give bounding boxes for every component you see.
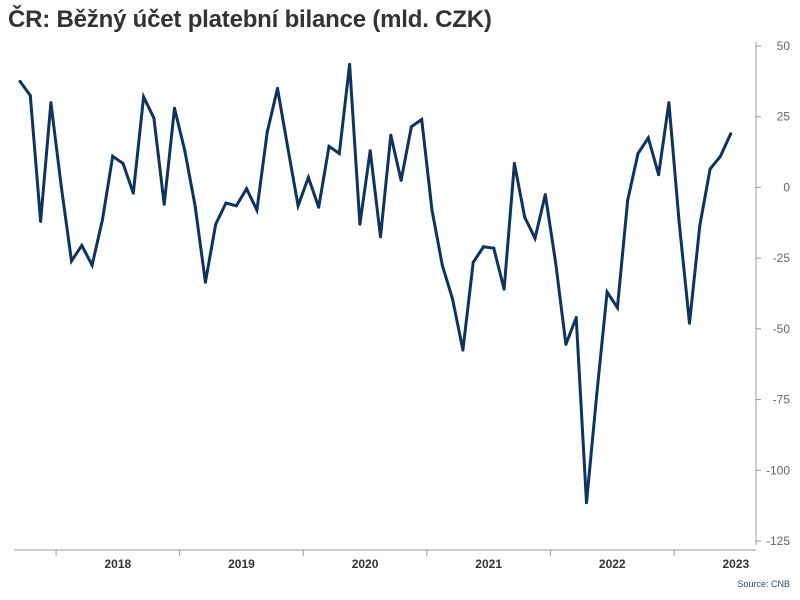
data-point [296,204,300,208]
data-point [152,116,156,120]
data-point [18,79,22,83]
data-point [451,297,455,301]
data-point [564,342,568,346]
data-point [39,219,43,223]
x-tick-label: 2021 [475,557,502,571]
x-axis: 2018 2019 2020 2021 2022 2023 [14,549,756,571]
data-point [585,501,588,505]
data-point [90,263,94,267]
data-point [554,260,558,264]
y-axis: 50 25 0 -25 -50 -75 -100 -125 [755,39,791,548]
data-point [636,152,640,155]
data-point [286,146,290,150]
series-layer [18,62,733,505]
data-point [502,287,506,291]
data-point [306,176,310,179]
y-tick-label: -75 [773,393,791,407]
y-tick-label: -50 [773,322,791,336]
data-point [121,161,125,165]
data-point [162,202,166,206]
data-point [626,198,630,202]
data-point [471,260,475,264]
y-tick-label: 50 [777,39,791,53]
data-point [677,221,681,225]
x-tick-label: 2023 [722,557,749,571]
data-point [234,204,238,208]
data-point [389,133,393,137]
data-point [100,218,104,222]
y-tick-label: 25 [777,110,791,124]
data-point [193,204,197,208]
data-point [379,235,382,239]
data-point [49,101,53,105]
data-point [533,236,537,240]
data-point [348,62,352,66]
data-point [420,118,424,121]
data-point [368,149,372,153]
y-tick-label: -125 [766,534,790,548]
data-point [430,208,434,212]
data-point [461,348,465,352]
data-point [337,152,341,155]
data-point [111,154,115,158]
chart-title: ČR: Běžný účet platební bilance (mld. CZ… [8,6,492,33]
source-note: Source: CNB [737,579,790,589]
data-point [646,136,650,140]
data-point [142,95,146,99]
data-point [729,132,733,136]
data-point [276,86,279,90]
data-point [492,246,496,250]
data-point [80,243,84,247]
data-point [265,130,269,134]
data-point [131,191,135,195]
data-point [245,187,249,191]
data-point [667,101,671,105]
data-point [224,201,228,205]
data-point [605,290,609,294]
y-tick-label: -25 [773,251,791,265]
data-point [543,193,547,196]
data-point [399,178,403,182]
data-point [70,259,73,263]
data-point [574,316,578,319]
data-point [327,144,331,148]
x-tick-label: 2019 [228,557,255,571]
data-point [203,280,207,284]
series-line [18,64,733,503]
data-point [317,205,321,209]
data-point [708,167,712,171]
data-point [523,215,527,219]
data-point [358,222,362,226]
data-point [214,222,218,226]
data-point [615,306,619,310]
y-tick-label: 0 [783,180,790,194]
data-point [482,245,485,249]
data-point [512,161,516,165]
data-point [183,149,187,153]
x-tick-label: 2020 [352,557,379,571]
data-point [698,224,702,228]
data-point [409,125,413,129]
x-tick-label: 2022 [599,557,626,571]
data-point [59,184,63,188]
data-point [440,263,444,267]
data-point [173,106,176,110]
x-tick-label: 2018 [104,557,131,571]
data-point [688,321,691,325]
y-tick-label: -100 [766,463,790,477]
data-point [595,392,599,396]
data-point [255,208,259,212]
data-point [657,173,661,177]
data-point [718,154,722,158]
data-point [28,94,32,97]
